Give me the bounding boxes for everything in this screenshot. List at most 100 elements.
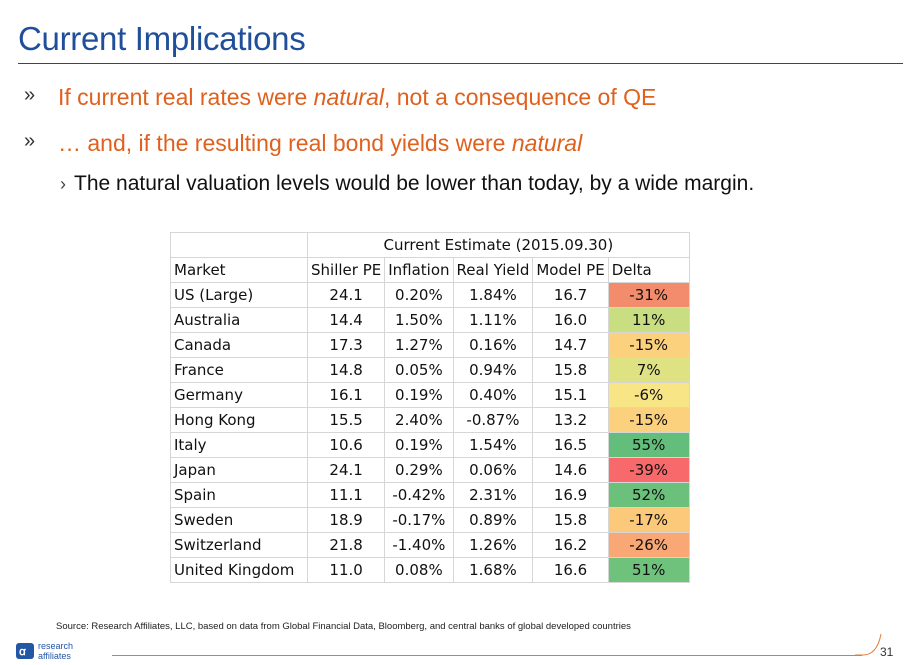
logo-mark-icon: ꭤ [16, 643, 34, 659]
cell-model-pe: 14.6 [532, 457, 609, 483]
cell-market: Switzerland [170, 532, 308, 558]
bullet-2-emphasis: natural [511, 130, 583, 156]
cell-delta: -31% [607, 282, 690, 308]
cell-market: United Kingdom [170, 557, 308, 583]
col-header-model-pe: Model PE [532, 257, 609, 283]
cell-delta: 51% [607, 557, 690, 583]
cell-model-pe: 16.7 [532, 282, 609, 308]
cell-market: Australia [170, 307, 308, 333]
table-group-header-row: Current Estimate (2015.09.30) [170, 232, 690, 258]
logo-line-2: affiliates [38, 651, 71, 661]
cell-real-yield: 2.31% [452, 482, 534, 508]
cell-inflation: -0.42% [384, 482, 454, 508]
cell-model-pe: 15.8 [532, 507, 609, 533]
cell-shiller-pe: 24.1 [306, 282, 386, 308]
cell-delta: -15% [607, 407, 690, 433]
table-row: Canada 17.3 1.27% 0.16% 14.7 -15% [170, 332, 690, 358]
cell-market: Hong Kong [170, 407, 308, 433]
cell-inflation: 2.40% [384, 407, 454, 433]
cell-model-pe: 14.7 [532, 332, 609, 358]
cell-shiller-pe: 16.1 [306, 382, 386, 408]
table-row: Hong Kong 15.5 2.40% -0.87% 13.2 -15% [170, 407, 690, 433]
cell-real-yield: 0.16% [452, 332, 534, 358]
cell-real-yield: 1.68% [452, 557, 534, 583]
cell-market: Japan [170, 457, 308, 483]
footer-divider [112, 655, 862, 656]
cell-inflation: 1.50% [384, 307, 454, 333]
cell-delta: -6% [607, 382, 690, 408]
cell-real-yield: 1.54% [452, 432, 534, 458]
cell-real-yield: 1.26% [452, 532, 534, 558]
logo-line-1: research [38, 641, 74, 651]
table-row: Switzerland 21.8 -1.40% 1.26% 16.2 -26% [170, 532, 690, 558]
cell-shiller-pe: 11.1 [306, 482, 386, 508]
cell-delta: 7% [607, 357, 690, 383]
col-header-market: Market [170, 257, 308, 283]
research-affiliates-logo: ꭤ research affiliates [16, 640, 106, 662]
cell-market: Spain [170, 482, 308, 508]
cell-inflation: 0.20% [384, 282, 454, 308]
cell-model-pe: 16.5 [532, 432, 609, 458]
table-corner-cell [170, 232, 308, 258]
cell-shiller-pe: 11.0 [306, 557, 386, 583]
cell-real-yield: 0.94% [452, 357, 534, 383]
cell-real-yield: 0.06% [452, 457, 534, 483]
cell-inflation: 0.08% [384, 557, 454, 583]
sub-bullet: › The natural valuation levels would be l… [60, 172, 754, 196]
cell-market: Germany [170, 382, 308, 408]
cell-inflation: 1.27% [384, 332, 454, 358]
cell-real-yield: 1.11% [452, 307, 534, 333]
cell-delta: -15% [607, 332, 690, 358]
cell-model-pe: 13.2 [532, 407, 609, 433]
source-note: Source: Research Affiliates, LLC, based … [56, 621, 631, 632]
cell-shiller-pe: 14.8 [306, 357, 386, 383]
cell-model-pe: 16.6 [532, 557, 609, 583]
col-header-shiller-pe: Shiller PE [306, 257, 386, 283]
cell-shiller-pe: 14.4 [306, 307, 386, 333]
cell-model-pe: 16.2 [532, 532, 609, 558]
table-row: Germany 16.1 0.19% 0.40% 15.1 -6% [170, 382, 690, 408]
cell-inflation: 0.05% [384, 357, 454, 383]
bullet-2-text: … and, if the resulting real bond yields… [58, 130, 512, 156]
footer-curve-icon [855, 633, 882, 656]
cell-delta: -26% [607, 532, 690, 558]
cell-shiller-pe: 18.9 [306, 507, 386, 533]
table-row: Australia 14.4 1.50% 1.11% 16.0 11% [170, 307, 690, 333]
cell-market: US (Large) [170, 282, 308, 308]
cell-delta: -17% [607, 507, 690, 533]
cell-model-pe: 15.1 [532, 382, 609, 408]
cell-model-pe: 16.9 [532, 482, 609, 508]
title-divider [18, 63, 903, 64]
sub-bullet-arrow-icon: › [60, 174, 66, 194]
cell-delta: 55% [607, 432, 690, 458]
bullet-chevron-icon: » [24, 130, 36, 152]
slide-title: Current Implications [18, 20, 306, 57]
cell-shiller-pe: 24.1 [306, 457, 386, 483]
cell-shiller-pe: 17.3 [306, 332, 386, 358]
cell-real-yield: 0.89% [452, 507, 534, 533]
page-number: 31 [880, 645, 894, 659]
cell-inflation: 0.19% [384, 432, 454, 458]
cell-market: Italy [170, 432, 308, 458]
bullet-chevron-icon: » [24, 84, 36, 106]
cell-market: Sweden [170, 507, 308, 533]
col-header-real-yield: Real Yield [452, 257, 534, 283]
cell-market: France [170, 357, 308, 383]
cell-model-pe: 16.0 [532, 307, 609, 333]
cell-market: Canada [170, 332, 308, 358]
table-row: United Kingdom 11.0 0.08% 1.68% 16.6 51% [170, 557, 690, 583]
cell-delta: 11% [607, 307, 690, 333]
table-group-header: Current Estimate (2015.09.30) [307, 232, 690, 258]
col-header-delta: Delta [607, 257, 690, 283]
cell-inflation: -1.40% [384, 532, 454, 558]
bullet-1-text-b: , not a consequence of QE [383, 84, 657, 110]
valuation-table: Current Estimate (2015.09.30) Market Shi… [170, 232, 690, 583]
bullet-1-emphasis: natural [313, 84, 384, 110]
cell-shiller-pe: 15.5 [306, 407, 386, 433]
cell-delta: 52% [607, 482, 690, 508]
cell-real-yield: 0.40% [452, 382, 534, 408]
table-row: Italy 10.6 0.19% 1.54% 16.5 55% [170, 432, 690, 458]
table-row: Spain 11.1 -0.42% 2.31% 16.9 52% [170, 482, 690, 508]
table-row: Japan 24.1 0.29% 0.06% 14.6 -39% [170, 457, 690, 483]
cell-real-yield: -0.87% [452, 407, 534, 433]
